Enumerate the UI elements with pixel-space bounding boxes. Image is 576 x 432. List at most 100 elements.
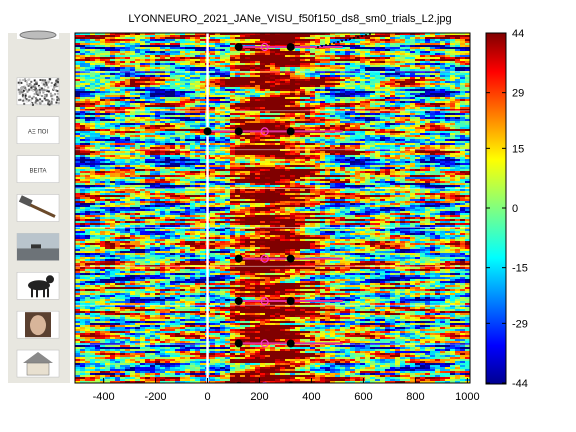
heatmap-cell: [305, 105, 310, 107]
heatmap-cell: [300, 81, 305, 83]
heatmap-cell: [305, 143, 310, 145]
heatmap-cell: [335, 59, 340, 61]
heatmap-cell: [165, 35, 170, 37]
heatmap-cell: [90, 85, 95, 87]
heatmap-cell: [105, 141, 110, 143]
heatmap-cell: [450, 61, 455, 63]
heatmap-cell: [440, 81, 445, 83]
heatmap-cell: [385, 41, 390, 43]
heatmap-cell: [360, 135, 365, 137]
heatmap-cell: [455, 83, 460, 85]
heatmap-cell: [160, 81, 165, 83]
heatmap-cell: [440, 45, 445, 47]
heatmap-cell: [235, 69, 240, 71]
heatmap-cell: [185, 93, 190, 95]
heatmap-cell: [195, 39, 200, 41]
heatmap-cell: [200, 59, 205, 61]
heatmap-cell: [280, 93, 285, 95]
heatmap-cell: [355, 81, 360, 83]
heatmap-cell: [450, 75, 455, 77]
heatmap-cell: [180, 97, 185, 99]
heatmap-cell: [420, 101, 425, 103]
heatmap-cell: [90, 61, 95, 63]
heatmap-cell: [250, 51, 255, 53]
heatmap-cell: [395, 51, 400, 53]
heatmap-cell: [110, 81, 115, 83]
heatmap-cell: [100, 99, 105, 101]
heatmap-cell: [435, 53, 440, 55]
heatmap-cell: [395, 95, 400, 97]
heatmap-cell: [95, 131, 100, 133]
heatmap-cell: [350, 131, 355, 133]
heatmap-cell: [340, 137, 345, 139]
heatmap-cell: [180, 73, 185, 75]
heatmap-cell: [315, 39, 320, 41]
heatmap-cell: [445, 113, 450, 115]
heatmap-cell: [160, 51, 165, 53]
heatmap-cell: [420, 41, 425, 43]
heatmap-cell: [190, 89, 195, 91]
heatmap-cell: [180, 49, 185, 51]
heatmap-cell: [450, 115, 455, 117]
heatmap-cells: [75, 33, 470, 383]
heatmap-cell: [355, 139, 360, 141]
heatmap-cell: [120, 79, 125, 81]
heatmap-cell: [350, 49, 355, 51]
heatmap-cell: [450, 57, 455, 59]
heatmap-cell: [330, 51, 335, 53]
heatmap-cell: [440, 99, 445, 101]
heatmap-cell: [200, 89, 205, 91]
heatmap-cell: [95, 113, 100, 115]
heatmap-cell: [260, 83, 265, 85]
heatmap-cell: [160, 133, 165, 135]
heatmap-cell: [350, 43, 355, 45]
heatmap-cell: [90, 43, 95, 45]
heatmap-cell: [370, 55, 375, 57]
heatmap-cell: [375, 73, 380, 75]
heatmap-cell: [175, 103, 180, 105]
heatmap-cell: [140, 39, 145, 41]
heatmap-cell: [280, 123, 285, 125]
heatmap-cell: [85, 67, 90, 69]
heatmap-cell: [410, 47, 415, 49]
heatmap-cell: [450, 129, 455, 131]
noise-dot: [22, 92, 24, 94]
noise-dot: [18, 82, 20, 84]
heatmap-cell: [310, 69, 315, 71]
heatmap-cell: [250, 123, 255, 125]
heatmap-cell: [75, 77, 80, 79]
heatmap-cell: [385, 105, 390, 107]
heatmap-cell: [180, 47, 185, 49]
heatmap-cell: [405, 41, 410, 43]
heatmap-cell: [135, 117, 140, 119]
heatmap-cell: [110, 67, 115, 69]
heatmap-cell: [305, 101, 310, 103]
heatmap-cell: [435, 47, 440, 49]
heatmap-cell: [425, 121, 430, 123]
heatmap-cell: [180, 105, 185, 107]
heatmap-cell: [270, 67, 275, 69]
heatmap-cell: [440, 105, 445, 107]
heatmap-cell: [195, 75, 200, 77]
heatmap-cell: [150, 135, 155, 137]
heatmap-cell: [165, 113, 170, 115]
heatmap-cell: [200, 93, 205, 95]
heatmap-cell: [285, 91, 290, 93]
heatmap-cell: [190, 113, 195, 115]
heatmap-cell: [420, 121, 425, 123]
heatmap-cell: [400, 57, 405, 59]
heatmap-cell: [355, 51, 360, 53]
heatmap-cell: [320, 75, 325, 77]
heatmap-cell: [195, 91, 200, 93]
heatmap-cell: [160, 43, 165, 45]
heatmap-cell: [325, 67, 330, 69]
heatmap-cell: [110, 39, 115, 41]
heatmap-cell: [370, 131, 375, 133]
heatmap-cell: [430, 91, 435, 93]
heatmap-cell: [270, 55, 275, 57]
heatmap-cell: [410, 69, 415, 71]
heatmap-cell: [175, 43, 180, 45]
heatmap-cell: [450, 145, 455, 147]
heatmap-cell: [410, 105, 415, 107]
heatmap-cell: [130, 45, 135, 47]
